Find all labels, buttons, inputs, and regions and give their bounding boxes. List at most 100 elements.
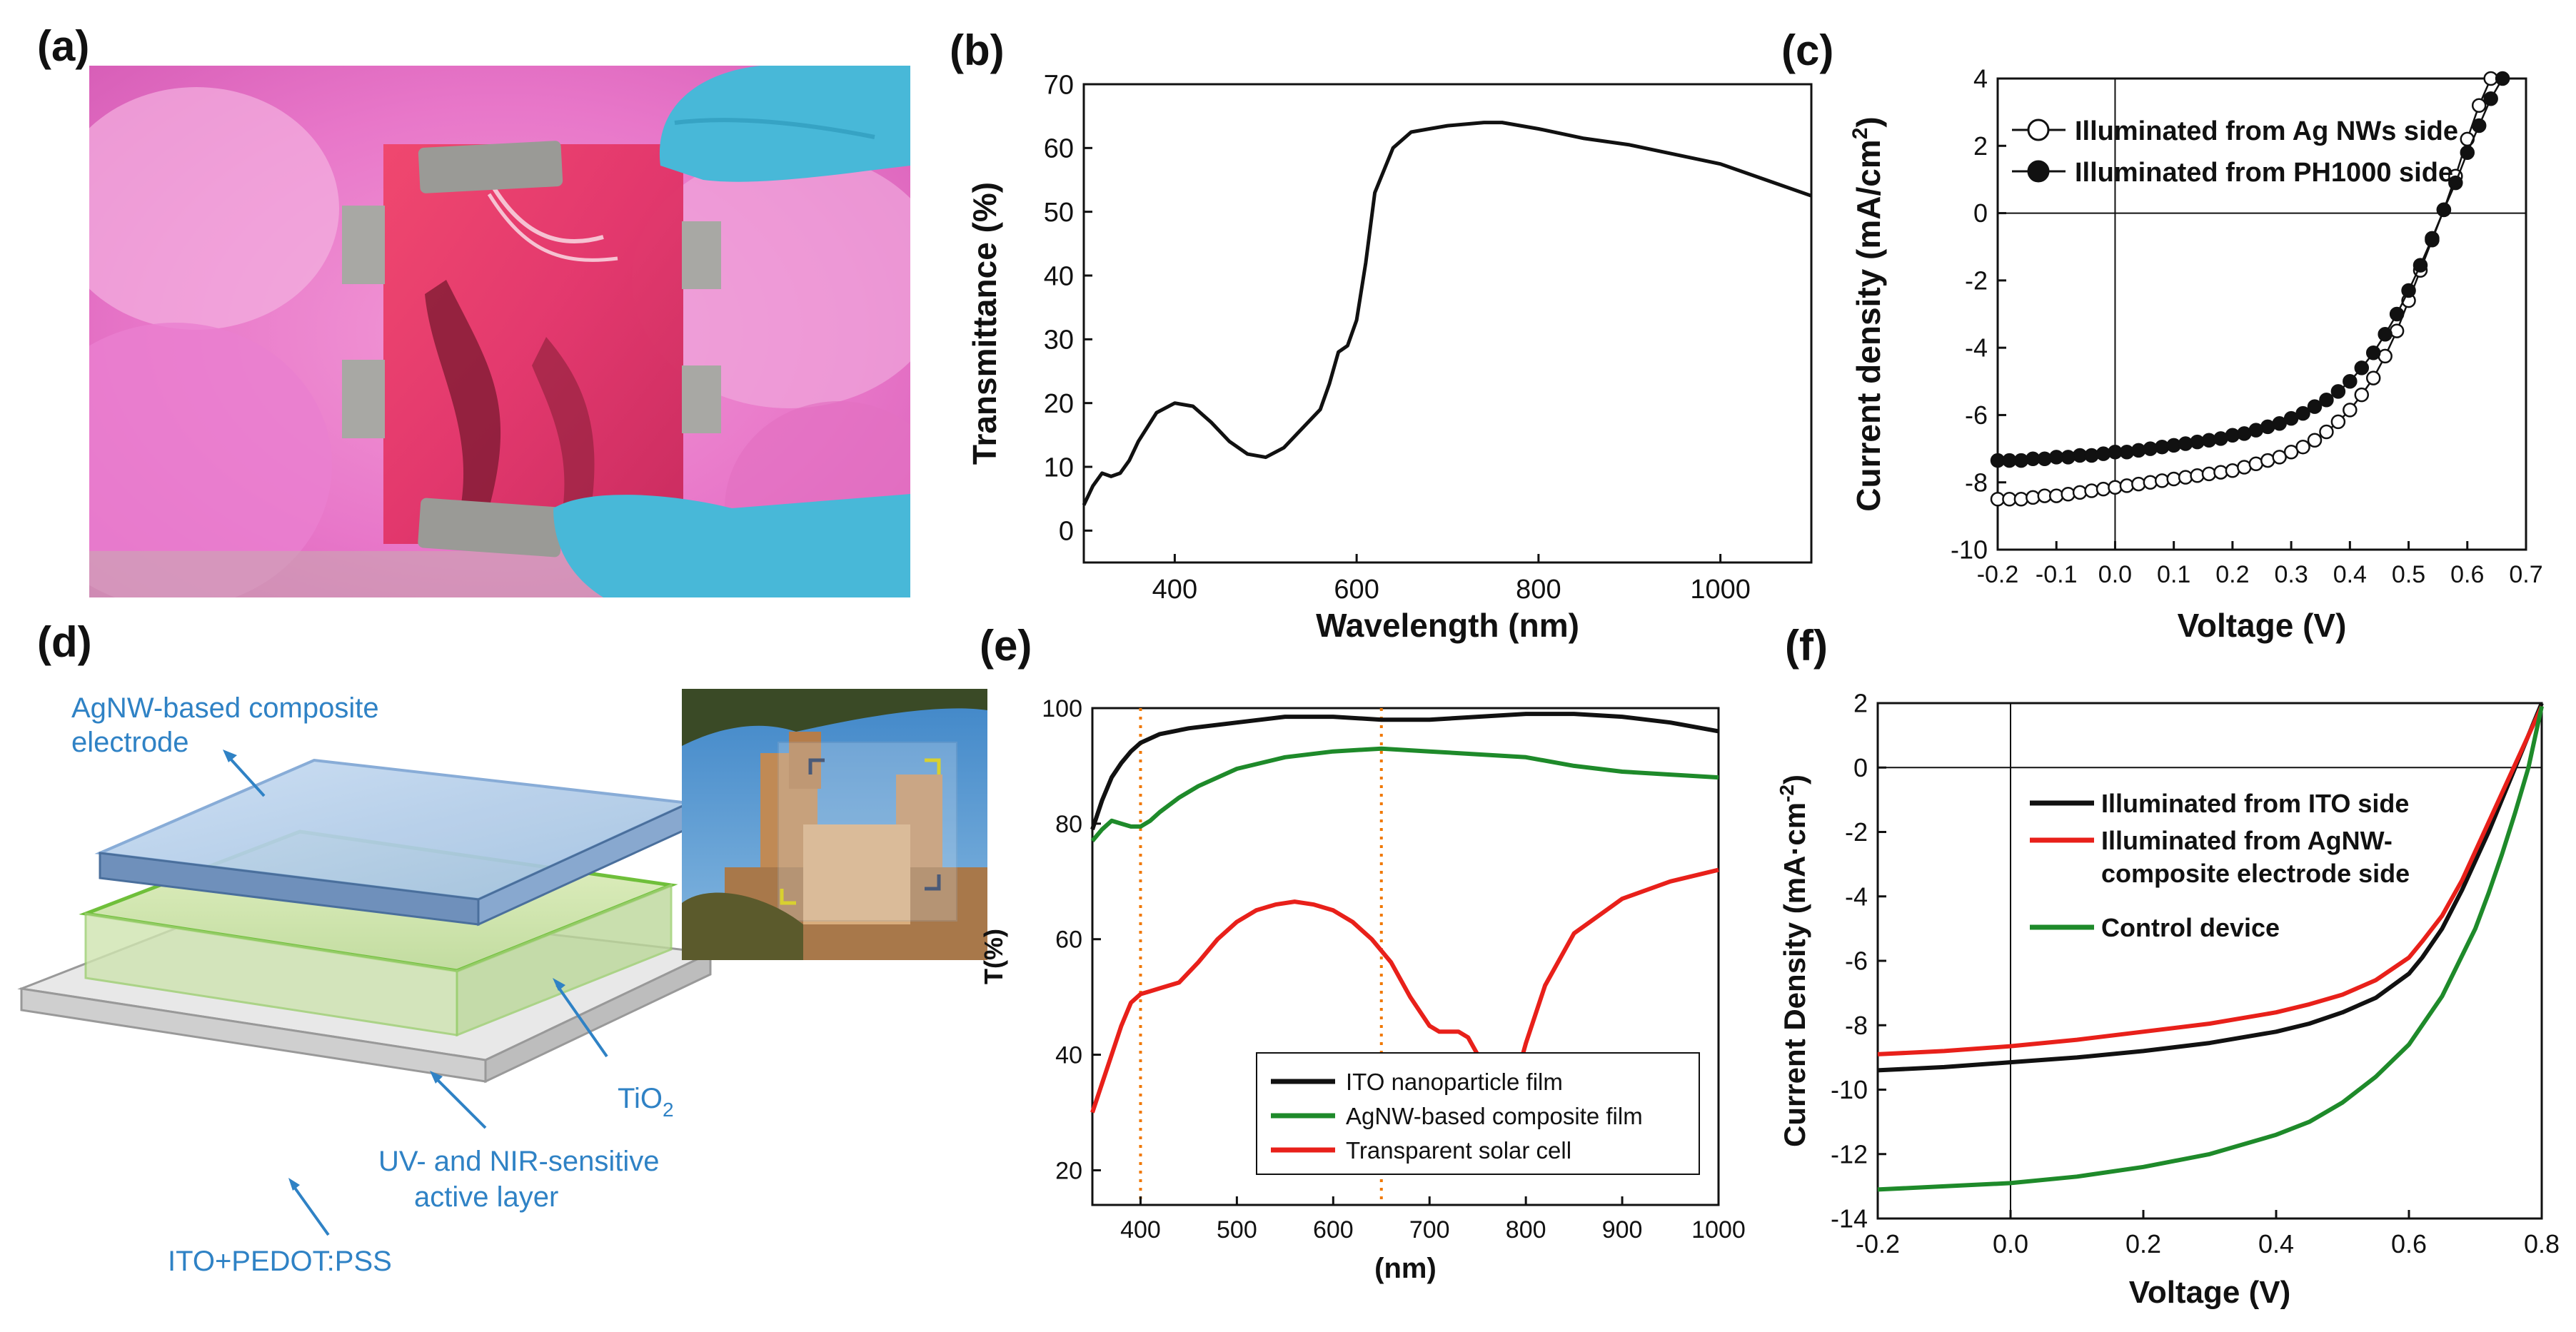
b-xtick-label: 600 (1334, 575, 1379, 605)
device-schematic: AgNW-based composite electrode TiO2 UV- … (14, 671, 728, 1313)
b-x-axis-label: Wavelength (nm) (1316, 607, 1579, 644)
c-data-point (2365, 370, 2381, 385)
e-x-axis-label: (nm) (1374, 1253, 1437, 1284)
c-data-point (2026, 490, 2041, 505)
c-data-point (2436, 202, 2452, 218)
c-data-point (2283, 410, 2299, 426)
c-data-point (2119, 478, 2135, 493)
c-legend-label: Illuminated from PH1000 side (2075, 158, 2453, 188)
f-ytick-label: -6 (1845, 947, 1868, 976)
f-x-axis-label: Voltage (V) (2129, 1275, 2291, 1310)
c-xtick-label: 0.4 (2333, 561, 2367, 588)
f-ytick-label: -10 (1831, 1075, 1868, 1104)
c-ytick-label: -4 (1965, 333, 1988, 363)
c-xtick-label: 0.7 (2509, 561, 2542, 588)
f-ytick-label: -4 (1845, 882, 1868, 911)
e-xtick-label: 1000 (1691, 1216, 1746, 1243)
t-spectrum-chart: 400 500 600 700 800 900 1000 20 40 60 80 100 ITO nan… (979, 695, 1746, 1284)
e-legend-label: AgNW-based composite film (1346, 1103, 1643, 1129)
f-xtick-label: 0.6 (2391, 1229, 2427, 1258)
c-data-point (2260, 419, 2275, 435)
layer-stack-illustration: AgNW-based composite electrode TiO2 UV- … (17, 692, 715, 1277)
e-ytick-label: 40 (1055, 1041, 1082, 1069)
f-y-axis-label-end: ) (1778, 775, 1811, 784)
label-electrode-line1: AgNW-based composite (71, 692, 379, 724)
c-data-point (2143, 441, 2158, 456)
c-data-point (2319, 392, 2334, 408)
c-data-point (2413, 258, 2428, 273)
c-data-point (2225, 463, 2240, 478)
c-xtick-label: 0.0 (2098, 561, 2132, 588)
c-data-point (2295, 405, 2310, 421)
b-ytick-label: 50 (1044, 198, 1074, 228)
c-data-point (2248, 423, 2264, 438)
c-ytick-label: 4 (1973, 64, 1988, 94)
c-data-point (2495, 71, 2510, 86)
c-xtick-label: 0.5 (2392, 561, 2425, 588)
panel-label-e: (e) (980, 622, 1032, 670)
c-data-point (2131, 476, 2146, 492)
f-legend-label: Illuminated from ITO side (2101, 789, 2409, 818)
c-data-point (2084, 448, 2099, 463)
c-data-point (2154, 439, 2170, 455)
c-y-axis-label-sup: 2 (1848, 128, 1872, 140)
e-ytick-label: 60 (1055, 927, 1082, 954)
b-ytick-label: 0 (1059, 517, 1074, 547)
c-data-point (2471, 98, 2487, 113)
f-xtick-label: 0.2 (2125, 1229, 2161, 1258)
inset-photo (682, 689, 987, 960)
transmittance-chart: 400 600 800 1000 0 10 20 30 40 50 60 70 Wavelength (… (966, 70, 1813, 644)
c-ytick-label: -2 (1965, 266, 1988, 295)
f-xtick-label: 0.8 (2524, 1229, 2560, 1258)
c-y-axis-label: Current density (mA/cm2) (1848, 116, 1887, 511)
c-data-point (2260, 453, 2275, 468)
e-xtick-label: 500 (1217, 1216, 1257, 1243)
label-electrode-line2: electrode (71, 727, 189, 758)
b-y-axis-label: Transmittance (%) (966, 182, 1003, 465)
c-data-point (2190, 468, 2205, 483)
device-photo (89, 66, 910, 597)
c-data-point (2190, 434, 2205, 450)
c-xtick-label: -0.1 (2036, 561, 2078, 588)
c-data-point (2307, 399, 2323, 414)
c-data-point (2307, 433, 2323, 448)
panel-label-d: (d) (37, 618, 92, 666)
c-xtick-label: 0.1 (2157, 561, 2190, 588)
f-y-axis-label-main: Current Density (mA·cm (1778, 802, 1811, 1147)
b-ytick-label: 10 (1044, 453, 1074, 483)
c-data-point (2272, 450, 2287, 465)
f-ytick-label: -12 (1831, 1139, 1868, 1169)
c-data-point (2330, 384, 2346, 399)
f-legend-label: Control device (2101, 913, 2280, 942)
c-ytick-label: -10 (1951, 535, 1988, 565)
c-data-point (2154, 473, 2170, 488)
b-xtick-label: 800 (1516, 575, 1561, 605)
b-ytick-label: 60 (1044, 134, 1074, 164)
c-data-point (2378, 348, 2393, 364)
label-ito: ITO+PEDOT:PSS (168, 1246, 392, 1277)
panel-label-b: (b) (950, 26, 1005, 74)
c-data-point (2272, 415, 2287, 431)
c-data-point (2143, 475, 2158, 490)
f-ytick-label: 0 (1853, 753, 1868, 782)
c-data-point (2471, 118, 2487, 133)
e-xtick-label: 600 (1313, 1216, 1354, 1243)
c-data-point (2401, 283, 2416, 298)
f-xtick-label: 0.4 (2258, 1229, 2294, 1258)
c-data-point (2283, 445, 2299, 460)
c-data-point (2048, 488, 2064, 503)
c-data-point (2095, 446, 2111, 461)
c-xtick-label: 0.6 (2450, 561, 2484, 588)
c-data-point (2248, 456, 2264, 472)
f-legend-label: Illuminated from AgNW- (2101, 826, 2393, 855)
e-xtick-label: 700 (1409, 1216, 1450, 1243)
c-data-point (2237, 426, 2252, 441)
c-data-point (2166, 438, 2181, 453)
c-data-point (2448, 175, 2463, 191)
f-xtick-label: -0.2 (1856, 1229, 1900, 1258)
f-ytick-label: 2 (1853, 689, 1868, 718)
f-ytick-label: -8 (1845, 1011, 1868, 1040)
c-data-point (2213, 431, 2228, 446)
c-data-point (2061, 450, 2076, 465)
c-xtick-label: 0.3 (2274, 561, 2308, 588)
